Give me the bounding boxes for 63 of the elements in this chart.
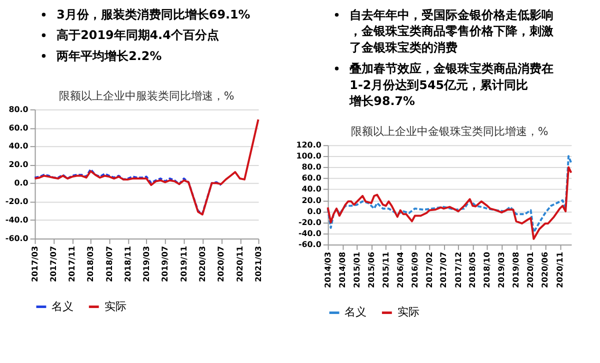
legend-label: 名义 [344,306,367,319]
x-tick-label: 2014/03 [323,252,332,288]
x-tick-label: 2020/01 [526,252,536,288]
legend-label: 实际 [397,306,420,319]
x-tick-label: 2016/04 [396,251,405,288]
chart-title: 限额以上企业中金银珠宝类同比增速，% [350,125,548,138]
y-tick-label: -20.0 [5,197,29,206]
x-tick-label: 2020/06 [540,251,550,288]
x-tick-label: 2019/03 [142,246,151,282]
line-series [326,155,572,234]
x-tick-label: 2017/07 [439,252,448,288]
x-tick-label: 2017/02 [424,252,434,288]
y-tick-label: 40.0 [8,142,29,151]
y-tick-label: 40.0 [302,184,322,194]
x-tick-label: 2017/12 [454,252,463,288]
x-tick-label: 2017/03 [30,246,40,282]
chart-title: 限额以上企业中服装类同比增速，% [58,89,234,102]
y-tick-label: 0.0 [14,178,29,188]
x-tick-label: 2020/03 [198,246,207,282]
y-tick-label: -40.0 [298,228,322,238]
y-tick-label: -60.0 [5,234,29,243]
x-tick-label: 2018/07 [104,246,114,282]
text: 3月份，服装类消费同比增长69.1% [56,8,250,22]
x-tick-label: 2021/03 [254,246,263,282]
x-tick-label: 2019/08 [512,251,521,288]
y-tick-label: 20.0 [8,160,29,170]
y-tick-label: 100.0 [296,152,322,161]
x-tick-label: 2017/07 [48,246,58,282]
text: 两年平均增长2.2% [56,48,162,63]
line-series [34,118,260,216]
x-tick-label: 2020/11 [555,252,564,288]
x-tick-label: 2019/11 [179,246,188,282]
x-tick-label: 2015/06 [366,251,376,288]
y-tick-label: 120.0 [296,140,322,150]
text: 叠加春节效应，金银珠宝类商品消费在1-2月份达到545亿元，累计同比增长98.7% [348,62,554,108]
y-tick-label: 80.0 [302,162,322,172]
legend-label: 实际 [104,300,126,313]
y-tick-label: 0.0 [307,206,322,216]
x-tick-label: 2016/09 [410,251,420,288]
x-tick-label: 2020/11 [235,246,244,282]
line-series [326,166,572,240]
y-tick-label: -60.0 [298,240,322,249]
y-tick-label: -20.0 [298,218,322,227]
y-tick-label: 60.0 [302,174,322,183]
x-tick-label: 2019/03 [497,252,506,288]
x-tick-label: 2014/08 [338,251,347,288]
text: 高于2019年同期4.4个百分点 [56,28,219,42]
text: 自去年年中，受国际金银价格走低影响，金银珠宝类商品零售价格下降，刺激了金银珠宝类的消费 [350,8,555,54]
y-tick-label: 80.0 [8,104,29,114]
x-tick-label: 2018/03 [86,246,96,282]
y-tick-label: 20.0 [302,196,322,205]
line-series [34,168,222,215]
y-tick-label: -40.0 [5,216,29,225]
x-tick-label: 2018/10 [482,251,492,288]
legend-label: 名义 [52,300,74,313]
x-tick-label: 2015/11 [381,252,390,288]
x-tick-label: 2019/07 [160,246,170,282]
x-tick-label: 2018/05 [468,252,478,288]
x-tick-label: 2020/07 [216,246,226,282]
x-tick-label: 2017/11 [68,246,77,282]
y-tick-label: 60.0 [8,123,29,132]
x-tick-label: 2018/11 [124,246,133,282]
x-tick-label: 2015/01 [352,252,362,288]
